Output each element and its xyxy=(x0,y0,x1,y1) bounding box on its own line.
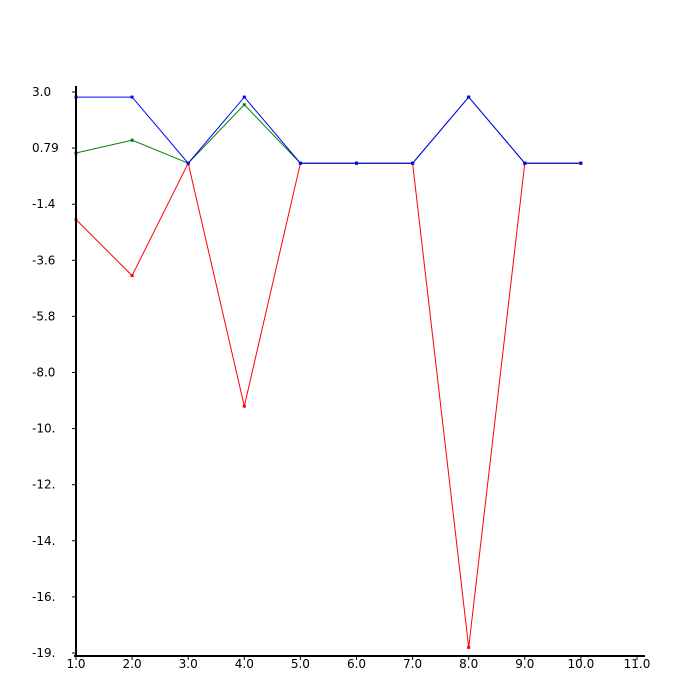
series-0-line xyxy=(75,161,581,648)
x-tick-label: 6.0 xyxy=(347,657,366,671)
series-2 xyxy=(74,95,583,165)
series-0 xyxy=(74,161,583,649)
y-tick-label: -8.0 xyxy=(32,366,55,380)
x-tick-label: 10.0 xyxy=(568,657,595,671)
series-2-point xyxy=(411,161,415,165)
y-tick-label: -16. xyxy=(32,590,55,604)
y-tick-label: -5.8 xyxy=(32,309,55,323)
series-2-point xyxy=(467,95,471,99)
y-tick-label: -19. xyxy=(32,646,55,660)
x-tick-label: 8.0 xyxy=(459,657,478,671)
series-2-line xyxy=(76,96,581,164)
x-tick-label: 4.0 xyxy=(235,657,254,671)
y-tick-label: -12. xyxy=(32,478,55,492)
y-tick-label: 3.0 xyxy=(32,85,51,99)
series-1-point xyxy=(130,138,134,142)
series-0-point xyxy=(242,404,246,408)
series-1 xyxy=(74,95,583,165)
series-2-point xyxy=(523,161,527,165)
y-tick-label: 0.79 xyxy=(32,141,59,155)
y-tick-label: -1.4 xyxy=(32,197,55,211)
x-tick-label: 3.0 xyxy=(179,657,198,671)
y-tick-label: -3.6 xyxy=(32,253,55,267)
x-tick-label: 1.0 xyxy=(66,657,85,671)
y-tick-label: -10. xyxy=(32,422,55,436)
series-2-point xyxy=(186,161,190,165)
series-2-point xyxy=(242,95,246,99)
x-tick-label: 9.0 xyxy=(515,657,534,671)
x-tick-label: 2.0 xyxy=(123,657,142,671)
series-1-point xyxy=(242,103,246,107)
series-0-point xyxy=(130,274,134,278)
series-layer xyxy=(74,95,583,649)
x-tick-label: 7.0 xyxy=(403,657,422,671)
series-1-line xyxy=(75,96,581,164)
ticks-layer: 3.0 0.79 -1.4 -3.6 -5.8 -8.0 -10. -12. -14. -16. -… xyxy=(32,85,650,671)
series-2-point xyxy=(298,161,302,165)
x-tick-label: 11.0 xyxy=(624,657,651,671)
series-0-point xyxy=(467,645,471,649)
series-2-point xyxy=(355,161,358,165)
x-tick-label: 5.0 xyxy=(291,657,310,671)
series-2-point xyxy=(579,161,583,165)
y-tick-label: -14. xyxy=(32,534,55,548)
series-2-point xyxy=(130,95,134,99)
axes-layer xyxy=(74,86,645,657)
